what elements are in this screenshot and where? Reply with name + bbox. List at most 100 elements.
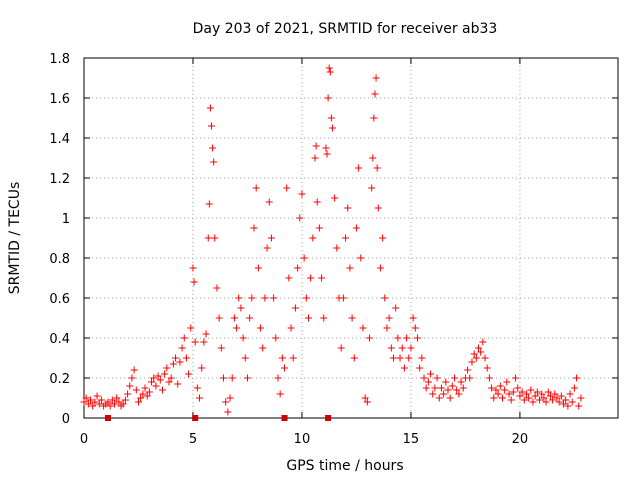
- data-point: [403, 335, 410, 342]
- y-tick-label: 0.2: [49, 372, 70, 387]
- data-point: [174, 381, 181, 388]
- data-point: [344, 205, 351, 212]
- data-point: [412, 325, 419, 332]
- data-point: [379, 235, 386, 242]
- data-point: [369, 155, 376, 162]
- data-point: [189, 265, 196, 272]
- data-point: [333, 245, 340, 252]
- data-point: [573, 375, 580, 382]
- grid-lines: [84, 58, 618, 418]
- data-point: [366, 335, 373, 342]
- data-point: [331, 195, 338, 202]
- data-point: [126, 383, 133, 390]
- data-point: [449, 383, 456, 390]
- data-point: [410, 315, 417, 322]
- data-point: [381, 295, 388, 302]
- data-point: [170, 361, 177, 368]
- data-point: [397, 355, 404, 362]
- y-axis-label: SRMTID / TECUs: [7, 182, 23, 295]
- data-point: [292, 305, 299, 312]
- data-point: [179, 345, 186, 352]
- data-point: [181, 335, 188, 342]
- data-point: [368, 185, 375, 192]
- data-point: [322, 145, 329, 152]
- data-point: [206, 201, 213, 208]
- data-point: [163, 365, 170, 372]
- data-point: [279, 355, 286, 362]
- gap-marker: [192, 415, 198, 421]
- data-point: [261, 295, 268, 302]
- data-point: [328, 115, 335, 122]
- data-point: [233, 325, 240, 332]
- data-point: [484, 365, 491, 372]
- y-tick-label: 0: [62, 412, 70, 427]
- x-tick-label: 15: [403, 432, 420, 447]
- data-point: [235, 295, 242, 302]
- data-point: [490, 395, 497, 402]
- data-point: [503, 379, 510, 386]
- data-point: [161, 371, 168, 378]
- data-point: [508, 397, 515, 404]
- y-tick-label: 0.8: [49, 252, 70, 267]
- data-point: [464, 367, 471, 374]
- data-point: [429, 391, 436, 398]
- data-point: [447, 395, 454, 402]
- data-point: [577, 395, 584, 402]
- data-point: [207, 105, 214, 112]
- data-point: [357, 255, 364, 262]
- data-point: [303, 295, 310, 302]
- y-tick-label: 1.6: [49, 92, 70, 107]
- data-point: [152, 383, 159, 390]
- data-point: [128, 375, 135, 382]
- data-point: [274, 375, 281, 382]
- data-point: [392, 305, 399, 312]
- data-point: [374, 165, 381, 172]
- data-point: [571, 385, 578, 392]
- y-tick-label: 1.8: [49, 52, 70, 67]
- data-point: [327, 69, 334, 76]
- data-point: [210, 159, 217, 166]
- data-point: [94, 393, 101, 400]
- data-point: [196, 395, 203, 402]
- data-point: [229, 375, 236, 382]
- data-point: [371, 91, 378, 98]
- data-point: [224, 409, 231, 416]
- data-point: [211, 235, 218, 242]
- y-tick-label: 1.2: [49, 172, 70, 187]
- data-point: [442, 379, 449, 386]
- data-point: [281, 365, 288, 372]
- data-point: [349, 315, 356, 322]
- data-point: [298, 191, 305, 198]
- data-point: [466, 375, 473, 382]
- data-point: [200, 339, 207, 346]
- data-point: [227, 395, 234, 402]
- data-point: [305, 315, 312, 322]
- x-tick-label: 5: [189, 432, 197, 447]
- data-point: [386, 315, 393, 322]
- data-point: [451, 375, 458, 382]
- x-tick-label: 20: [512, 432, 529, 447]
- data-point: [418, 355, 425, 362]
- data-point: [482, 355, 489, 362]
- data-point: [285, 275, 292, 282]
- data-point: [427, 371, 434, 378]
- plot-frame: [84, 58, 618, 418]
- data-point: [244, 375, 251, 382]
- data-point: [209, 145, 216, 152]
- data-point: [313, 143, 320, 150]
- data-point: [353, 225, 360, 232]
- chart-title: Day 203 of 2021, SRMTID for receiver ab3…: [193, 21, 498, 37]
- data-point: [338, 345, 345, 352]
- data-point: [268, 235, 275, 242]
- data-point: [185, 371, 192, 378]
- data-point: [320, 315, 327, 322]
- gap-marker: [325, 415, 331, 421]
- data-point: [216, 315, 223, 322]
- data-point: [253, 185, 260, 192]
- data-point: [176, 359, 183, 366]
- data-point: [255, 265, 262, 272]
- data-point: [569, 399, 576, 406]
- data-point: [329, 125, 336, 132]
- data-point: [325, 95, 332, 102]
- data-point: [359, 325, 366, 332]
